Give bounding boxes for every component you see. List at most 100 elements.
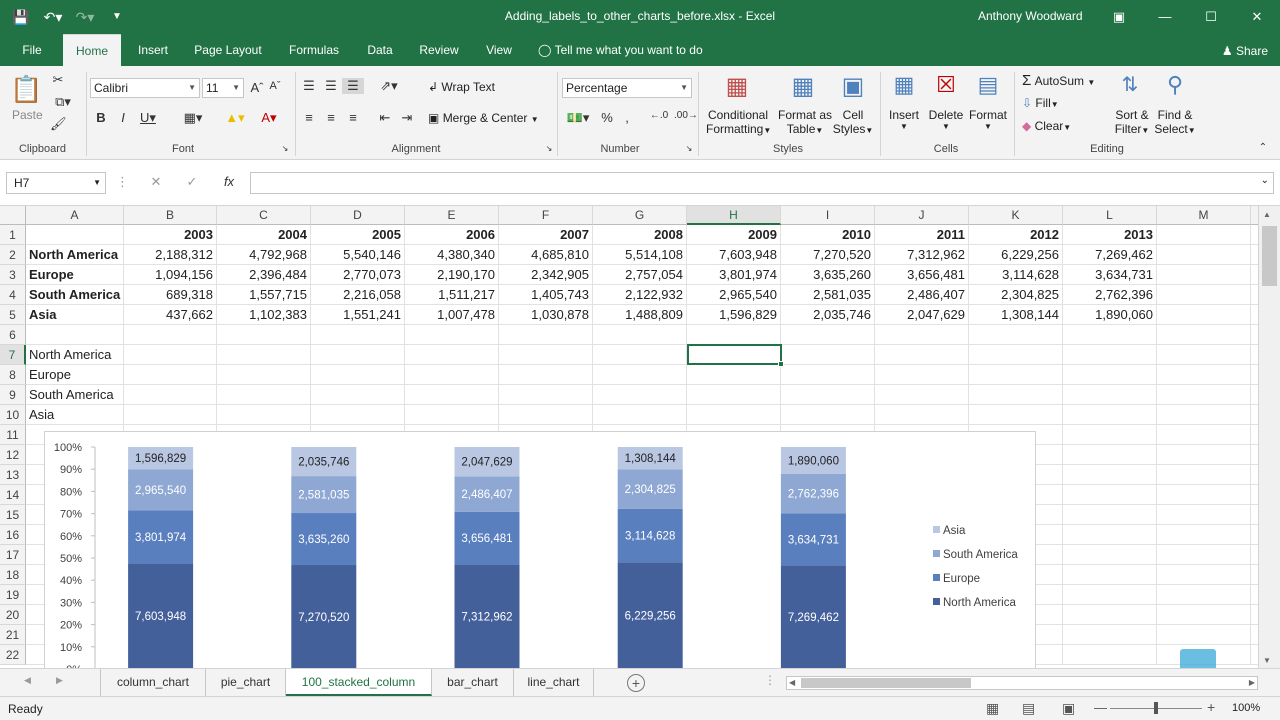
horizontal-scroll-thumb[interactable] [801,678,971,688]
cell[interactable] [969,385,1063,405]
cell[interactable] [1063,605,1157,625]
cell[interactable] [217,405,311,425]
cell[interactable]: 2,304,825 [969,285,1063,305]
cell[interactable] [1251,325,1258,345]
cell[interactable] [1157,285,1251,305]
bar-segment[interactable] [454,476,520,512]
cell[interactable]: 7,269,462 [1063,245,1157,265]
cell[interactable]: 689,318 [124,285,217,305]
cell[interactable] [1251,645,1258,665]
save-icon[interactable]: 💾 [12,9,30,25]
cell[interactable]: 2009 [687,225,781,245]
middle-align-icon[interactable]: ☰ [325,78,337,93]
cell[interactable] [1157,425,1251,445]
cell[interactable] [1063,565,1157,585]
cell[interactable]: 2,965,540 [687,285,781,305]
cell[interactable]: 2,047,629 [875,305,969,325]
format-as-table-button[interactable]: Format as Table▼ [778,108,832,136]
cell[interactable] [1251,305,1258,325]
cell[interactable] [1251,225,1258,245]
cell[interactable] [593,345,687,365]
legend-entry[interactable]: Europe [943,573,980,585]
paste-button[interactable]: Paste [12,108,43,122]
column-header[interactable]: C [217,206,311,225]
cut-icon[interactable]: ✂ [52,72,64,87]
cell[interactable] [26,225,124,245]
tab-file[interactable]: File [22,43,42,57]
cell[interactable] [969,325,1063,345]
tab-home[interactable]: Home [63,34,121,66]
cell[interactable]: 2,757,054 [593,265,687,285]
column-header[interactable]: I [781,206,875,225]
sheet-tab-pie-chart[interactable]: pie_chart [206,669,286,696]
legend-entry[interactable]: North America [943,597,1016,609]
more-options-icon[interactable]: ⋮ [116,174,129,189]
cell[interactable]: 2,770,073 [311,265,405,285]
cell[interactable]: 2012 [969,225,1063,245]
sheet-tab-100-stacked-column[interactable]: 100_stacked_column [286,669,432,696]
cell[interactable] [217,365,311,385]
row-header[interactable]: 7 [0,345,26,365]
find-select-icon[interactable]: ⚲ [1166,72,1184,97]
cell[interactable]: 2,342,905 [499,265,593,285]
cell[interactable] [405,365,499,385]
cell[interactable] [1251,425,1258,445]
insert-function-icon[interactable]: fx [223,174,235,189]
cell[interactable] [1251,365,1258,385]
cell[interactable] [1251,405,1258,425]
cell[interactable] [875,365,969,385]
row-header[interactable]: 14 [0,485,26,505]
cell[interactable] [1063,345,1157,365]
cell[interactable] [1251,385,1258,405]
align-left-icon[interactable]: ≡ [305,110,313,125]
sheet-tab-bar-chart[interactable]: bar_chart [432,669,514,696]
cell[interactable] [217,345,311,365]
zoom-out-icon[interactable]: — [1094,700,1107,715]
cell[interactable] [1157,505,1251,525]
scroll-thumb[interactable] [1262,226,1277,286]
format-as-table-icon[interactable]: ▦ [791,73,815,100]
cell[interactable] [1157,265,1251,285]
column-header[interactable]: N [1251,206,1258,225]
bar-segment[interactable] [454,564,520,668]
cell[interactable] [593,405,687,425]
font-size-combo[interactable]: 11 ▼ [202,78,244,98]
wrap-text-button[interactable]: ↲ Wrap Text [428,80,495,94]
top-align-icon[interactable]: ☰ [303,78,315,93]
cell[interactable] [1157,545,1251,565]
cell[interactable] [1063,445,1157,465]
italic-icon[interactable]: I [121,110,125,125]
row-header[interactable]: 22 [0,645,26,665]
cell[interactable] [781,385,875,405]
customize-qat-icon[interactable]: ▼ [112,11,122,22]
cell[interactable] [405,385,499,405]
cell[interactable]: 1,557,715 [217,285,311,305]
cell[interactable]: 1,308,144 [969,305,1063,325]
scroll-tabs-right-icon[interactable]: ▶ [56,675,63,685]
cell[interactable] [1063,545,1157,565]
cell[interactable] [875,385,969,405]
cell[interactable]: 2010 [781,225,875,245]
cell[interactable] [1063,385,1157,405]
cell[interactable]: 1,405,743 [499,285,593,305]
row-header[interactable]: 9 [0,385,26,405]
cell[interactable] [1157,565,1251,585]
cell[interactable]: 1,007,478 [405,305,499,325]
cell[interactable]: Europe [26,365,124,385]
cell[interactable]: 1,030,878 [499,305,593,325]
cell[interactable]: North America [26,345,124,365]
ribbon-display-icon[interactable]: ▣ [1112,9,1126,24]
cell[interactable] [405,325,499,345]
cell[interactable] [1063,485,1157,505]
cell[interactable] [1157,305,1251,325]
cell[interactable]: 7,603,948 [687,245,781,265]
cell[interactable] [499,345,593,365]
cell[interactable] [124,325,217,345]
column-header[interactable]: G [593,206,687,225]
column-header[interactable]: E [405,206,499,225]
comma-style-icon[interactable]: , [625,110,629,125]
bar-segment[interactable] [780,565,846,668]
cell[interactable] [1251,505,1258,525]
cell[interactable]: 1,488,809 [593,305,687,325]
cell[interactable] [499,325,593,345]
